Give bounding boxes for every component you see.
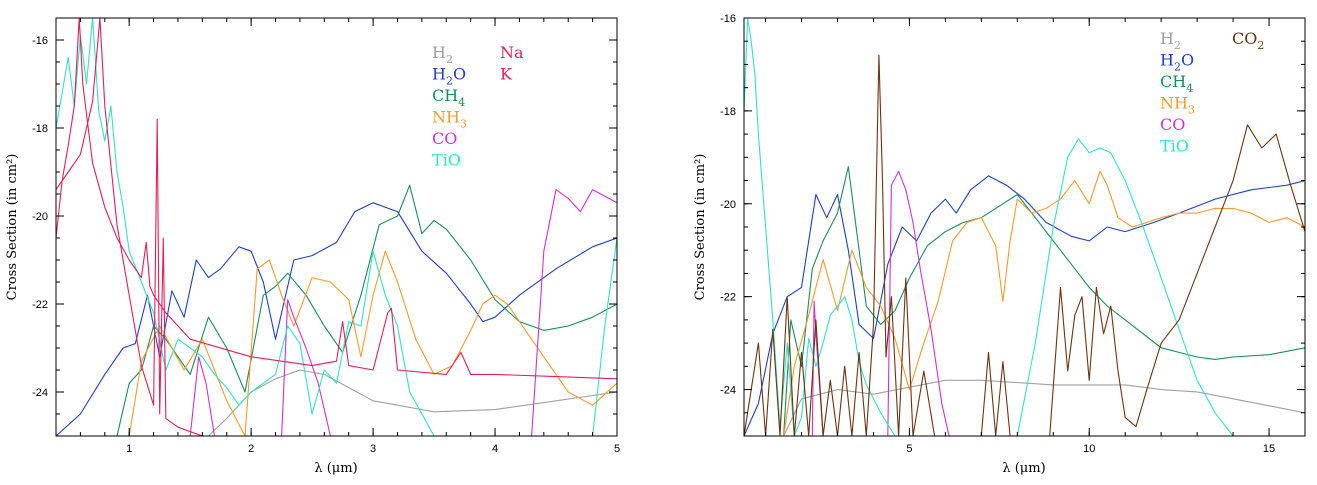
x-tick-label: 5 — [906, 443, 912, 455]
y-tick-label: -24 — [32, 387, 48, 399]
x-axis-label: λ (μm) — [314, 461, 357, 476]
legend-entry: H2 — [1160, 29, 1181, 52]
y-axis-label: Cross Section (in cm²) — [693, 154, 708, 301]
legend-entry: H2O — [432, 65, 466, 88]
plot-frame — [55, 17, 618, 437]
x-tick-label: 5 — [614, 443, 620, 455]
legend-entry: CH4 — [1160, 72, 1193, 95]
x-tick-label: 1 — [126, 443, 132, 455]
legend-entry: TiO — [1160, 137, 1189, 156]
legend-entry: CO2 — [1232, 29, 1264, 52]
legend-entry: CH4 — [432, 86, 465, 109]
chart-panel-right: 5 10 15 -24 -22 -20 -18 -16 λ (μm) Cross Section … — [693, 13, 1306, 476]
series-line-nh3 — [128, 250, 617, 436]
series-group — [744, 18, 1305, 436]
legend-entry: Na — [500, 43, 524, 62]
y-tick-label: -20 — [32, 211, 48, 223]
y-axis-label: Cross Section (in cm²) — [5, 154, 20, 301]
y-tick-label: -16 — [720, 13, 736, 25]
series-line-tio — [56, 18, 617, 436]
y-tick-label: -20 — [720, 199, 736, 211]
y-tick-label: -22 — [32, 299, 48, 311]
series-line-nh3 — [783, 170, 1305, 436]
y-tick-label: -24 — [720, 385, 736, 397]
legend-entry: CO — [1160, 115, 1185, 134]
series-line-tio — [744, 18, 1305, 436]
series-line-h2o — [56, 202, 617, 436]
series-line-h2o — [744, 175, 1305, 436]
y-tick-label: -16 — [32, 35, 48, 47]
y-tick-label: -18 — [32, 123, 48, 135]
series-line-co — [811, 170, 950, 436]
legend-entry: H2O — [1160, 51, 1194, 74]
series-group — [56, 18, 617, 436]
y-tick-label: -22 — [720, 292, 736, 304]
x-tick-label: 10 — [1083, 443, 1095, 455]
plot-frame — [743, 17, 1306, 437]
series-line-ch4 — [783, 166, 1305, 436]
legend-entry: TiO — [432, 151, 461, 170]
series-line-na — [56, 18, 617, 380]
legend-entry: NH3 — [432, 108, 467, 131]
chart-panel-left: 1 2 3 4 5 -24 -22 -20 -18 -16 λ (μm) Cross Section … — [5, 17, 620, 476]
x-axis-label: λ (μm) — [1002, 461, 1045, 476]
x-tick-label: 3 — [370, 443, 376, 455]
x-tick-label: 15 — [1263, 443, 1275, 455]
legend-entry: K — [500, 65, 513, 84]
series-line-k — [56, 18, 252, 436]
x-tick-label: 4 — [492, 443, 498, 455]
legend-entry: H2 — [432, 43, 453, 66]
y-tick-label: -18 — [720, 106, 736, 118]
legend-entry: CO — [432, 129, 457, 148]
series-line-co2 — [744, 54, 1305, 436]
series-line-co — [189, 189, 617, 436]
series-line-ch4 — [116, 184, 617, 436]
x-tick-label: 2 — [248, 443, 254, 455]
legend-entry: NH3 — [1160, 94, 1195, 117]
series-line-h2 — [208, 369, 617, 436]
